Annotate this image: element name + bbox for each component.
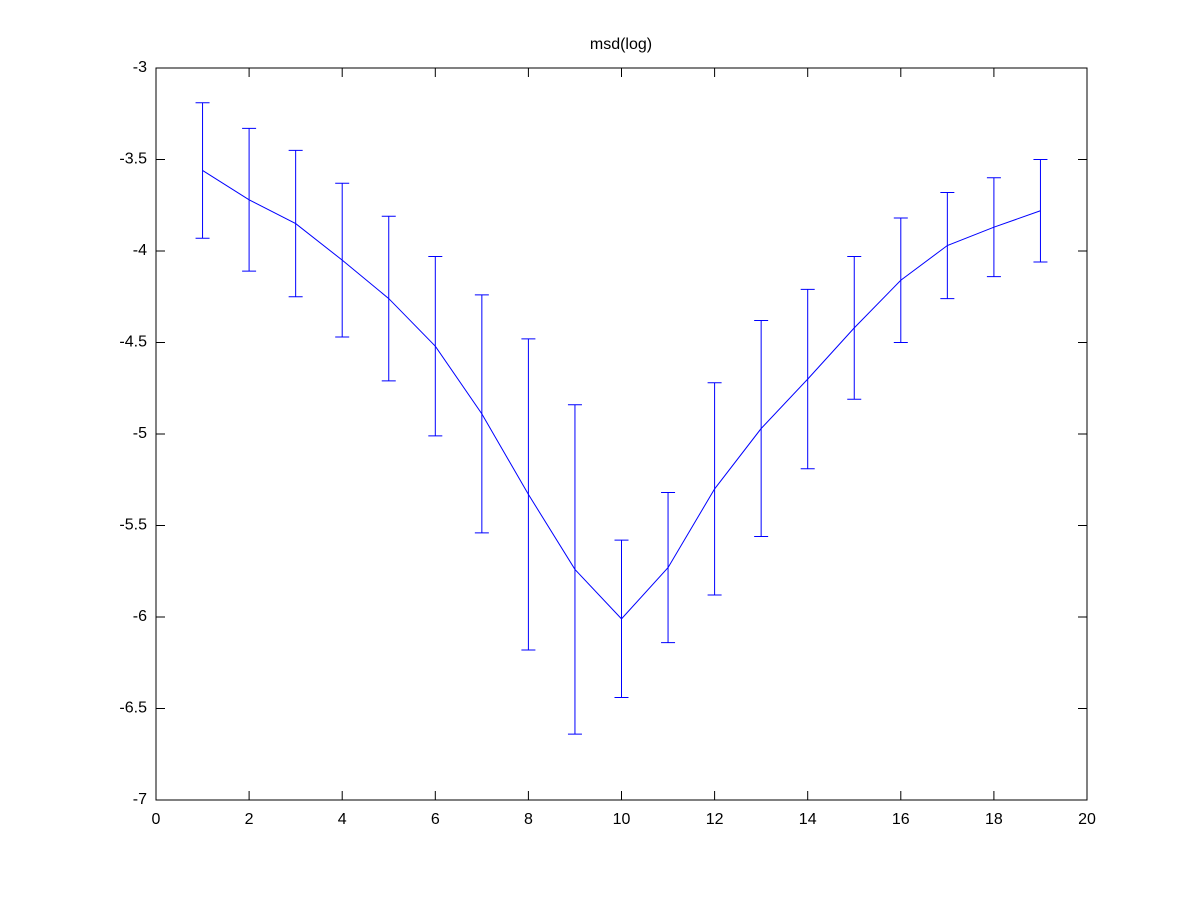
error-bar bbox=[195, 102, 210, 239]
y-tick-label: -3.5 bbox=[119, 151, 147, 168]
y-tick-label: -5 bbox=[133, 425, 147, 442]
error-bar bbox=[335, 182, 350, 338]
error-bar bbox=[474, 294, 489, 534]
error-bar bbox=[800, 288, 815, 470]
x-tick-label: 20 bbox=[1078, 811, 1096, 828]
error-bar bbox=[707, 382, 722, 596]
x-tick-label: 18 bbox=[985, 811, 1003, 828]
y-tick-label: -7 bbox=[133, 791, 147, 808]
x-tick-label: 16 bbox=[892, 811, 910, 828]
error-bar bbox=[1033, 159, 1048, 263]
chart-title: msd(log) bbox=[590, 36, 652, 53]
error-bar bbox=[428, 255, 443, 437]
x-tick-label: 12 bbox=[706, 811, 724, 828]
error-bar bbox=[567, 404, 582, 735]
y-tick-label: -6.5 bbox=[119, 700, 147, 717]
error-bar bbox=[754, 320, 769, 537]
x-tick-label: 0 bbox=[152, 811, 161, 828]
x-tick-label: 14 bbox=[799, 811, 817, 828]
error-bar bbox=[986, 177, 1001, 278]
x-tick-label: 10 bbox=[613, 811, 631, 828]
y-tick-label: -4 bbox=[133, 242, 147, 259]
x-tick-label: 8 bbox=[524, 811, 533, 828]
y-tick-label: -6 bbox=[133, 608, 147, 625]
error-bar bbox=[940, 191, 955, 300]
error-bar bbox=[893, 217, 908, 343]
error-bar bbox=[614, 539, 629, 699]
error-bar bbox=[242, 127, 257, 272]
y-tick-label: -4.5 bbox=[119, 334, 147, 351]
y-tick-label: -3 bbox=[133, 59, 147, 76]
x-tick-label: 6 bbox=[431, 811, 440, 828]
error-bar bbox=[381, 215, 396, 382]
error-bar bbox=[847, 255, 862, 400]
error-bar bbox=[661, 492, 676, 644]
error-bar bbox=[288, 149, 303, 298]
x-tick-label: 2 bbox=[245, 811, 254, 828]
y-tick-label: -5.5 bbox=[119, 517, 147, 534]
x-tick-label: 4 bbox=[338, 811, 347, 828]
error-bar bbox=[521, 338, 536, 651]
